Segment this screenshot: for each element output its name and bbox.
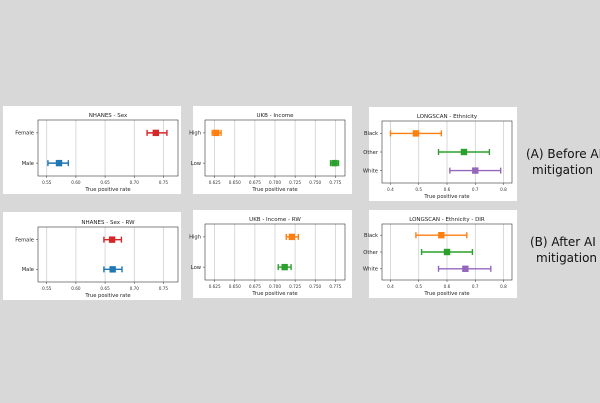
x-tick-label: 0.700 [269, 180, 281, 185]
data-point-marker [331, 159, 338, 167]
x-tick-label: 0.60 [71, 286, 81, 291]
x-tick-label: 0.675 [249, 180, 261, 185]
data-point-marker [412, 130, 420, 137]
panel-card [193, 210, 352, 298]
x-tick-label: 0.750 [309, 180, 321, 185]
y-tick-label: White [363, 168, 378, 174]
panel-card [3, 212, 181, 300]
y-tick-label: Low [191, 161, 202, 167]
data-point-marker [281, 263, 288, 271]
x-tick-label: 0.4 [387, 284, 394, 289]
chart-panel-4: NHANES - Sex - RW 0.55 0.60 0.65 0.70 0.75 Tru… [3, 212, 181, 300]
row-label-before: (A) Before AI mitigation [526, 146, 600, 178]
x-tick-label: 0.650 [229, 284, 241, 289]
chart-panel-2: UKB - Income 0.625 0.650 0.675 0.700 0.725 0.7… [189, 106, 352, 194]
axes-frame [37, 226, 179, 283]
x-tick-label: 0.7 [472, 187, 479, 192]
y-tick-label: Male [22, 267, 34, 273]
chart-panel-5: UKB - Income - RW 0.625 0.650 0.675 0.700 0.7… [189, 210, 352, 298]
chart-title: UKB - Income [256, 113, 294, 119]
x-tick-label: 0.55 [42, 180, 52, 185]
data-point-marker [288, 233, 296, 241]
x-tick-label: 0.675 [249, 284, 261, 289]
y-tick-label: Black [364, 131, 378, 137]
data-point-marker [109, 266, 116, 273]
x-tick-label: 0.65 [100, 180, 110, 185]
row-label-before-line1: (A) Before AI [526, 147, 600, 161]
chart-title: NHANES - Sex [89, 113, 128, 119]
y-tick-label: Female [15, 131, 34, 137]
panel-card [369, 107, 517, 201]
y-tick-label: Black [364, 233, 378, 239]
data-point-marker [213, 129, 220, 137]
chart-panel-1: NHANES - Sex 0.55 0.60 0.65 0.70 0.75 True pos… [3, 106, 181, 194]
x-tick-label: 0.625 [209, 180, 221, 185]
row-label-before-line2: mitigation [532, 163, 594, 177]
x-tick-label: 0.7 [472, 284, 479, 289]
data-point-marker [108, 236, 116, 243]
data-point-marker [443, 248, 451, 256]
axes-frame [37, 119, 179, 177]
chart-panel-3: LONGSCAN - Ethnicity 0.4 0.5 0.6 0.7 0.8 True … [363, 107, 517, 201]
data-point-marker [472, 167, 479, 174]
x-tick-label: 0.6 [444, 187, 451, 192]
x-tick-label: 0.6 [444, 284, 451, 289]
panel-card [369, 210, 517, 298]
axes-frame [204, 223, 346, 281]
x-tick-label: 0.75 [159, 180, 169, 185]
x-tick-label: 0.775 [329, 284, 341, 289]
chart-panel-6: LONGSCAN - Ethnicity - DIR 0.4 0.5 0.6 0.7 0.… [363, 210, 517, 298]
chart-title: LONGSCAN - Ethnicity [417, 114, 478, 120]
x-tick-label: 0.650 [229, 180, 241, 185]
chart-title: UKB - Income - RW [249, 217, 301, 223]
y-tick-label: High [189, 235, 201, 241]
y-tick-label: Female [15, 237, 34, 243]
x-tick-label: 0.65 [100, 286, 110, 291]
data-point-marker [152, 129, 160, 137]
x-tick-label: 0.5 [415, 284, 422, 289]
y-tick-label: High [189, 131, 201, 137]
y-tick-label: Male [22, 161, 34, 167]
x-tick-label: 0.8 [500, 187, 507, 192]
x-axis-label: True positive rate [423, 194, 469, 200]
x-tick-label: 0.750 [309, 284, 321, 289]
x-tick-label: 0.700 [269, 284, 281, 289]
axes-frame [204, 119, 346, 177]
x-axis-label: True positive rate [251, 291, 297, 297]
x-tick-label: 0.75 [159, 286, 169, 291]
chart-title: LONGSCAN - Ethnicity - DIR [409, 217, 485, 223]
data-point-marker [460, 148, 468, 156]
panel-card [3, 106, 181, 194]
data-point-marker [438, 232, 445, 239]
x-tick-label: 0.725 [289, 284, 301, 289]
y-tick-label: Low [191, 265, 202, 271]
x-tick-label: 0.625 [209, 284, 221, 289]
x-tick-label: 0.775 [329, 180, 341, 185]
chart-title: NHANES - Sex - RW [81, 220, 135, 226]
x-tick-label: 0.70 [130, 180, 140, 185]
panel-card [193, 106, 352, 194]
row-label-after: (B) After AI mitigation [530, 234, 597, 266]
x-tick-label: 0.725 [289, 180, 301, 185]
x-tick-label: 0.60 [71, 180, 81, 185]
data-point-marker [462, 265, 469, 272]
x-tick-label: 0.70 [130, 286, 140, 291]
x-axis-label: True positive rate [84, 187, 130, 193]
x-tick-label: 0.8 [500, 284, 507, 289]
y-tick-label: Other [363, 250, 379, 256]
data-point-marker [55, 159, 63, 167]
y-tick-label: Other [363, 150, 379, 156]
x-axis-label: True positive rate [84, 293, 130, 299]
row-label-after-line2: mitigation [536, 251, 598, 265]
x-axis-label: True positive rate [251, 187, 297, 193]
x-axis-label: True positive rate [423, 291, 469, 297]
x-tick-label: 0.4 [387, 187, 394, 192]
x-tick-label: 0.5 [415, 187, 422, 192]
x-tick-label: 0.55 [42, 286, 52, 291]
row-label-after-line1: (B) After AI [530, 235, 596, 249]
y-tick-label: White [363, 267, 378, 273]
